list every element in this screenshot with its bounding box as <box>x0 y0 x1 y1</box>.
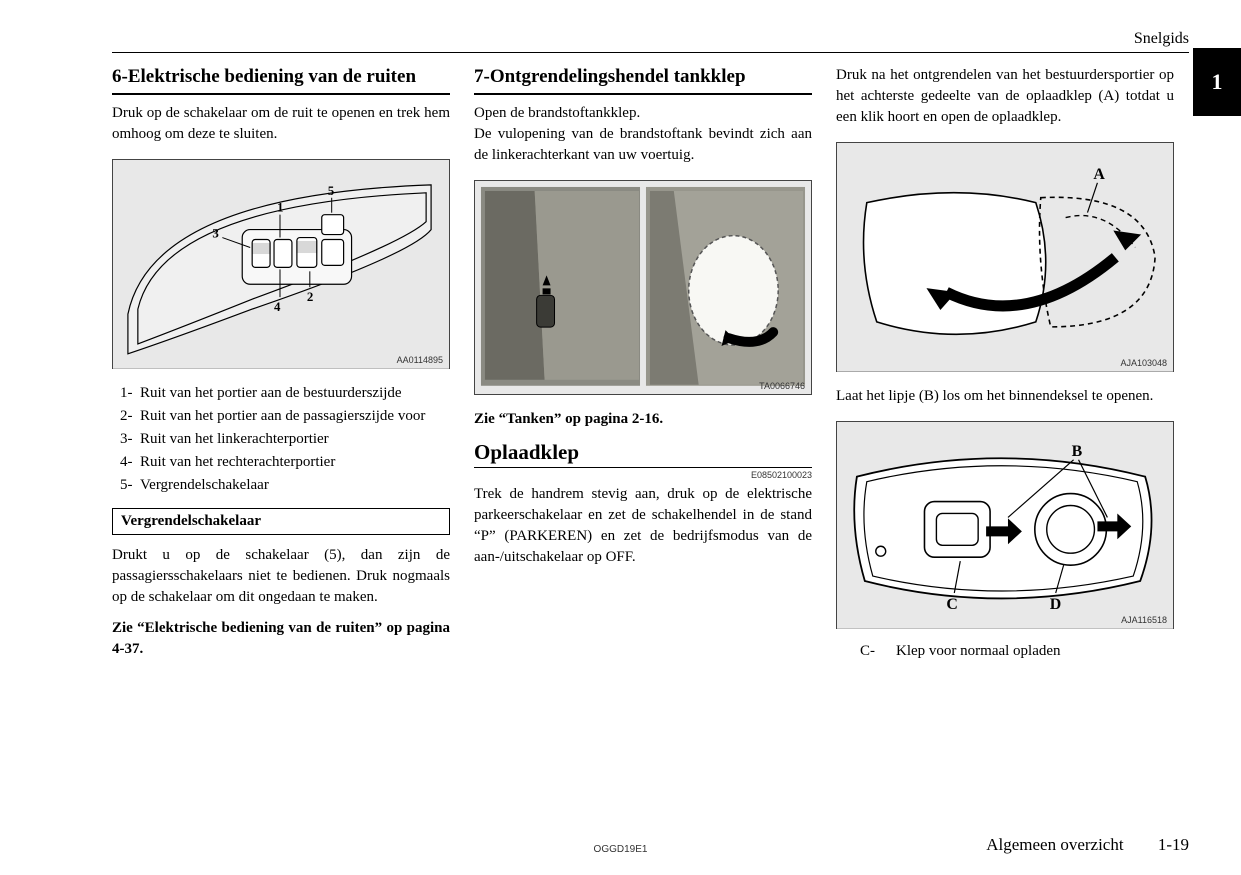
subsection-title: Vergrendelschakelaar <box>121 513 441 530</box>
footer-section-text: Algemeen overzicht <box>986 835 1123 854</box>
oplaadklep-text: Trek de handrem stevig aan, druk op de e… <box>474 484 812 568</box>
column-2: 7-Ontgrendelingshendel tankklep Open de … <box>474 65 812 670</box>
list-text: Ruit van het portier aan de passagierszi… <box>140 406 450 427</box>
list-text: Ruit van het portier aan de bestuurdersz… <box>140 383 450 404</box>
figure-caption-1: AA0114895 <box>397 355 443 365</box>
figure-caption-4: AJA116518 <box>1121 615 1167 625</box>
col3-intro: Druk na het ontgrendelen van het bestuur… <box>836 65 1174 128</box>
switch-legend-list: 1-Ruit van het portier aan de bestuurder… <box>112 383 450 496</box>
column-3: Druk na het ontgrendelen van het bestuur… <box>836 65 1174 670</box>
section-6-title: 6-Elektrische bediening van de ruiten <box>112 65 450 95</box>
list-num: 1- <box>112 383 140 404</box>
figure-charge-lid-bcd: B C D AJA116518 <box>836 421 1174 629</box>
legend-c-label: C- <box>836 643 896 660</box>
figure-caption-2: TA0066746 <box>759 381 805 391</box>
legend-c: C- Klep voor normaal opladen <box>836 643 1174 660</box>
legend-c-text: Klep voor normaal opladen <box>896 643 1061 660</box>
label-d: D <box>1050 596 1061 613</box>
page-footer: OGGD19E1 Algemeen overzicht 1-19 <box>0 835 1241 855</box>
figure-fuel-release: TA0066746 <box>474 180 812 395</box>
figure-charge-lid-a: A AJA103048 <box>836 142 1174 372</box>
switch-label-2: 2 <box>307 289 313 304</box>
section-7-title: 7-Ontgrendelingshendel tankklep <box>474 65 812 95</box>
header-section: Snelgids <box>112 30 1189 53</box>
charge-lid-a-diagram: A <box>837 143 1173 372</box>
list-text: Ruit van het rechterachterportier <box>140 452 450 473</box>
section-6-intro: Druk op de schakelaar om de ruit te open… <box>112 103 450 145</box>
footer-doc-id: OGGD19E1 <box>594 844 648 855</box>
see-reference-1: Zie “Elektrische bediening van de ruiten… <box>112 618 450 660</box>
subheading-oplaadklep: Oplaadklep <box>474 440 812 468</box>
figure-window-switches: 1 5 3 2 4 AA0114895 <box>112 159 450 369</box>
switch-label-1: 1 <box>277 199 283 214</box>
content-columns: 6-Elektrische bediening van de ruiten Dr… <box>112 65 1189 670</box>
fuel-release-diagram <box>475 181 811 395</box>
section-7-intro1: Open de brandstoftankklep. <box>474 103 812 124</box>
switch-label-4: 4 <box>274 299 281 314</box>
section-7-intro2: De vulopening van de brandstoftank bevin… <box>474 124 812 166</box>
see-reference-2: Zie “Tanken” op pagina 2-16. <box>474 409 812 430</box>
col3-mid-text: Laat het lipje (B) los om het binnendeks… <box>836 386 1174 407</box>
switch-label-5: 5 <box>328 183 334 198</box>
section-number-tab: 1 <box>1193 48 1241 116</box>
lock-switch-text: Drukt u op de schakelaar (5), dan zijn d… <box>112 545 450 608</box>
label-c: C <box>946 596 957 613</box>
list-num: 4- <box>112 452 140 473</box>
footer-section-name: Algemeen overzicht 1-19 <box>986 835 1189 855</box>
list-num: 5- <box>112 475 140 496</box>
charge-lid-bcd-diagram: B C D <box>837 422 1173 629</box>
list-text: Ruit van het linkerachterportier <box>140 429 450 450</box>
list-num: 3- <box>112 429 140 450</box>
footer-page-number: 1-19 <box>1158 835 1189 854</box>
list-text: Vergrendelschakelaar <box>140 475 450 496</box>
doc-small-id: E08502100023 <box>474 470 812 480</box>
label-b: B <box>1072 443 1083 460</box>
list-num: 2- <box>112 406 140 427</box>
subsection-lock-switch: Vergrendelschakelaar <box>112 508 450 535</box>
figure-caption-3: AJA103048 <box>1120 358 1167 368</box>
column-1: 6-Elektrische bediening van de ruiten Dr… <box>112 65 450 670</box>
window-switch-diagram: 1 5 3 2 4 <box>113 160 449 369</box>
label-a: A <box>1093 166 1105 183</box>
switch-label-3: 3 <box>212 225 219 240</box>
